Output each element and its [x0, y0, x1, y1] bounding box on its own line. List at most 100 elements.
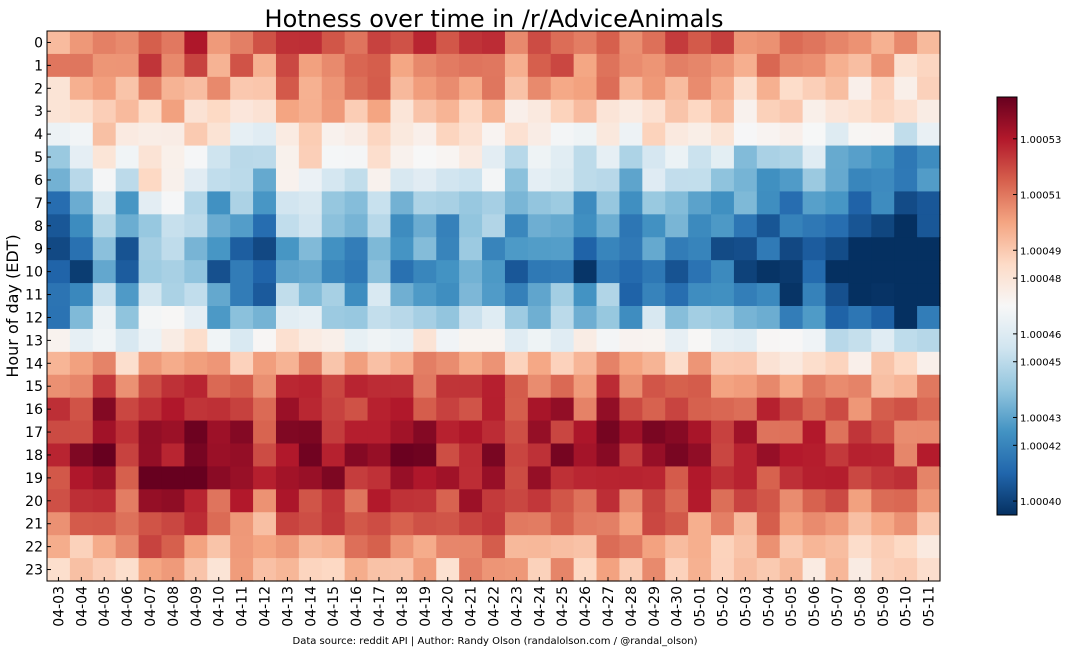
heatmap-cell	[527, 558, 552, 582]
heatmap-cell	[573, 466, 598, 490]
colorbar-tick-label: 1.00051	[1020, 191, 1061, 202]
heatmap-cell	[779, 512, 804, 536]
heatmap-cell	[275, 466, 300, 490]
heatmap-cell	[92, 237, 117, 261]
heatmap-cell	[321, 558, 346, 582]
y-tick-label: 3	[34, 104, 43, 120]
heatmap-cell	[459, 122, 483, 147]
y-tick-label: 12	[25, 310, 43, 326]
heatmap-cell	[92, 145, 117, 170]
heatmap-cell	[848, 191, 872, 215]
heatmap-cell	[47, 397, 71, 422]
heatmap-cell	[436, 420, 460, 445]
heatmap-cell	[459, 260, 483, 284]
heatmap-cell	[344, 397, 369, 422]
heatmap-cell	[436, 306, 460, 330]
heatmap-cell	[47, 237, 71, 261]
heatmap-cell	[459, 535, 483, 559]
heatmap-cell	[619, 53, 643, 78]
heatmap-cell	[504, 397, 529, 422]
heatmap-cell	[848, 535, 872, 559]
heatmap-cell	[275, 237, 300, 261]
heatmap-cell	[367, 489, 392, 513]
heatmap-cell	[779, 351, 804, 376]
heatmap-cell	[92, 31, 117, 55]
x-tick-label: 04-22	[487, 586, 503, 627]
heatmap-cell	[253, 168, 277, 193]
heatmap-cell	[848, 168, 872, 193]
heatmap-cell	[69, 122, 94, 147]
y-tick-label: 18	[25, 448, 43, 464]
heatmap-cell	[733, 535, 758, 559]
x-tick-label: 05-04	[761, 586, 777, 627]
heatmap-cell	[92, 328, 117, 353]
heatmap-cell	[138, 122, 163, 147]
heatmap-cell	[596, 512, 621, 536]
heatmap-cell	[47, 260, 71, 284]
colorbar	[996, 96, 1018, 516]
heatmap-cell	[779, 466, 804, 490]
heatmap-cell	[642, 31, 666, 55]
heatmap-cell	[230, 420, 254, 445]
heatmap-cell	[779, 489, 804, 513]
heatmap-cell	[894, 466, 918, 490]
heatmap-cell	[688, 489, 712, 513]
heatmap-cell	[482, 374, 506, 399]
heatmap-cell	[527, 168, 552, 193]
heatmap-cell	[482, 99, 506, 124]
heatmap-cell	[138, 443, 163, 468]
heatmap-cell	[711, 306, 735, 330]
heatmap-cell	[275, 512, 300, 536]
x-tick-label: 04-28	[624, 586, 640, 627]
heatmap-cell	[47, 122, 71, 147]
x-tick-label: 04-07	[143, 586, 159, 627]
heatmap-cell	[367, 260, 392, 284]
heatmap-cell	[573, 145, 598, 170]
y-tick-label: 8	[34, 219, 43, 235]
heatmap-cell	[413, 328, 437, 353]
heatmap-cell	[756, 512, 781, 536]
heatmap-cell	[115, 397, 140, 422]
heatmap-cell	[413, 191, 437, 215]
heatmap-cell	[69, 489, 94, 513]
heatmap-cell	[47, 99, 71, 124]
heatmap-cell	[138, 283, 163, 307]
heatmap-cell	[688, 122, 712, 147]
heatmap-cell	[573, 260, 598, 284]
heatmap-cell	[825, 306, 850, 330]
heatmap-cell	[138, 31, 163, 55]
heatmap-cell	[779, 283, 804, 307]
heatmap-cell	[298, 31, 323, 55]
heatmap-cell	[917, 535, 941, 559]
heatmap-cell	[756, 145, 781, 170]
heatmap-cell	[619, 489, 643, 513]
x-tick-label: 04-17	[372, 586, 388, 627]
heatmap-cell	[230, 374, 254, 399]
heatmap-cell	[367, 145, 392, 170]
x-tick-label: 05-09	[876, 586, 892, 627]
heatmap-cell	[69, 237, 94, 261]
heatmap-cell	[459, 168, 483, 193]
heatmap-cell	[550, 374, 575, 399]
heatmap-cell	[321, 512, 346, 536]
heatmap-cell	[550, 535, 575, 559]
heatmap-cell	[642, 558, 666, 582]
heatmap-chart: Hotness over time in /r/AdviceAnimals 0 1…	[3, 5, 1061, 627]
heatmap-cell	[894, 397, 918, 422]
heatmap-cell	[161, 237, 185, 261]
heatmap-cell	[459, 31, 483, 55]
heatmap-cell	[230, 283, 254, 307]
heatmap-cell	[344, 76, 369, 101]
heatmap-cell	[504, 420, 529, 445]
heatmap-cell	[871, 558, 895, 582]
heatmap-cell	[802, 214, 827, 238]
heatmap-cell	[115, 260, 140, 284]
heatmap-cell	[665, 397, 689, 422]
heatmap-cell	[733, 145, 758, 170]
heatmap-cell	[504, 466, 529, 490]
heatmap-cell	[47, 351, 71, 376]
heatmap-cell	[161, 31, 185, 55]
heatmap-cell	[711, 466, 735, 490]
heatmap-cell	[711, 489, 735, 513]
heatmap-cell	[756, 420, 781, 445]
